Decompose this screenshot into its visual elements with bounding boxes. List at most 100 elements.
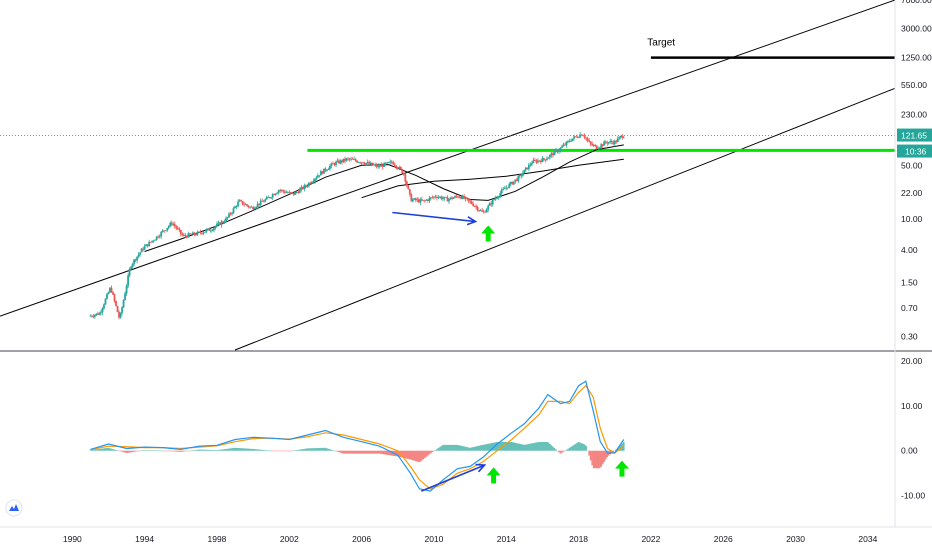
price-axis-tick-label: 3000.00 bbox=[901, 23, 932, 33]
green-up-arrow-icon[interactable] bbox=[481, 225, 496, 242]
macd-histogram-bar bbox=[302, 449, 304, 451]
price-candle bbox=[127, 275, 129, 286]
price-candle bbox=[244, 204, 247, 206]
price-candle bbox=[594, 145, 597, 146]
price-candle bbox=[345, 158, 348, 161]
price-candle bbox=[383, 162, 386, 167]
price-axis-tick-label: 1.50 bbox=[901, 278, 918, 288]
price-candle bbox=[350, 158, 352, 160]
price-candle bbox=[589, 141, 592, 144]
price-candle bbox=[601, 144, 604, 146]
price-candle bbox=[176, 228, 179, 230]
price-candle bbox=[94, 314, 96, 317]
tradingview-logo-icon[interactable] bbox=[5, 499, 23, 517]
price-candle bbox=[354, 159, 357, 161]
macd-axis[interactable]: 20.00 10.00 0.00 -10.00 bbox=[901, 356, 925, 501]
macd-histogram-bar bbox=[467, 447, 470, 451]
macd-histogram-bar bbox=[326, 448, 328, 451]
price-candle bbox=[154, 239, 157, 241]
time-axis[interactable]: 1990 1994 1998 2002 2006 2010 2014 2018 2022 2026… bbox=[63, 534, 878, 544]
macd-histogram-bar bbox=[351, 450, 354, 454]
macd-histogram-bar bbox=[116, 450, 119, 451]
macd-histogram-bar bbox=[403, 450, 405, 458]
price-candle bbox=[518, 174, 521, 177]
price-candle bbox=[407, 185, 410, 190]
macd-histogram-bar bbox=[478, 445, 480, 451]
macd-histogram-bar bbox=[585, 445, 587, 451]
price-candle bbox=[374, 164, 377, 166]
price-candle bbox=[485, 209, 488, 213]
macd-histogram-bar bbox=[258, 449, 260, 451]
price-axis-tick-label: 1250.00 bbox=[901, 53, 932, 63]
macd-histogram-bar bbox=[164, 450, 167, 452]
time-axis-tick-label: 2030 bbox=[786, 534, 805, 544]
price-candle bbox=[234, 206, 236, 209]
price-axis[interactable]: 7000.00 3000.00 1250.00 550.00 230.00 50.00 22… bbox=[897, 0, 932, 341]
last-price-badge[interactable] bbox=[897, 128, 932, 142]
price-candle bbox=[428, 197, 431, 201]
price-candle bbox=[286, 192, 289, 194]
price-candle bbox=[89, 315, 92, 317]
macd-green-up-arrow-icon[interactable] bbox=[486, 467, 501, 484]
price-candle bbox=[270, 197, 273, 199]
price-candle bbox=[130, 266, 132, 270]
channel-upper-line[interactable] bbox=[0, 0, 896, 317]
price-candle bbox=[158, 236, 161, 238]
price-candle bbox=[240, 200, 242, 202]
blue-arrow[interactable] bbox=[392, 211, 476, 223]
macd-histogram-bar bbox=[317, 448, 319, 451]
price-candle bbox=[499, 193, 502, 197]
macd-histogram-bar bbox=[288, 450, 291, 452]
macd-histogram-bar bbox=[592, 450, 595, 469]
macd-histogram-bar bbox=[579, 442, 581, 451]
macd-histogram-bar bbox=[202, 449, 205, 451]
price-candle bbox=[451, 197, 453, 199]
macd-histogram-bar bbox=[163, 450, 166, 452]
macd-histogram-bar bbox=[130, 450, 132, 453]
price-candle bbox=[369, 162, 372, 164]
macd-histogram-bar bbox=[369, 450, 372, 454]
macd-blue-arrow[interactable] bbox=[420, 464, 485, 492]
macd-histogram-bar bbox=[293, 450, 295, 452]
price-candle bbox=[118, 312, 120, 318]
price-candle bbox=[603, 141, 606, 146]
macd-histogram-bar bbox=[449, 444, 452, 451]
price-candle bbox=[353, 159, 355, 161]
price-candle bbox=[110, 287, 113, 293]
price-candle bbox=[411, 199, 414, 202]
macd-histogram-bar bbox=[332, 450, 334, 451]
price-candle bbox=[320, 171, 322, 176]
price-candle bbox=[488, 203, 491, 206]
macd-histogram-bar bbox=[210, 449, 212, 451]
price-candle bbox=[335, 161, 337, 166]
macd-green-up-arrow-icon[interactable] bbox=[614, 460, 629, 477]
macd-histogram-bar bbox=[207, 449, 209, 451]
price-candle bbox=[571, 138, 574, 141]
macd-pane[interactable] bbox=[89, 380, 629, 492]
price-candle bbox=[419, 199, 422, 203]
macd-histogram-bar bbox=[418, 450, 420, 463]
price-candle bbox=[155, 236, 158, 240]
macd-histogram-bar bbox=[229, 448, 232, 451]
macd-histogram-bar bbox=[538, 441, 541, 451]
price-candle bbox=[413, 198, 416, 200]
price-candle bbox=[509, 181, 512, 184]
macd-histogram-bar bbox=[124, 450, 126, 453]
macd-histogram-bar bbox=[273, 450, 276, 452]
price-candle bbox=[181, 233, 184, 236]
price-candle bbox=[329, 165, 331, 169]
price-candle bbox=[530, 163, 533, 165]
macd-histogram-bar bbox=[383, 450, 386, 455]
channel-lower-line[interactable] bbox=[234, 87, 896, 351]
price-candle bbox=[344, 158, 346, 161]
price-candle bbox=[380, 164, 383, 167]
price-candle bbox=[356, 160, 358, 163]
macd-histogram-bar bbox=[244, 448, 247, 451]
macd-histogram-bar bbox=[606, 450, 609, 458]
price-pane[interactable]: Target bbox=[0, 0, 896, 351]
price-candle bbox=[576, 136, 578, 138]
price-candle bbox=[139, 252, 142, 255]
macd-histogram-bar bbox=[531, 443, 533, 451]
macd-histogram-bar bbox=[597, 450, 599, 469]
